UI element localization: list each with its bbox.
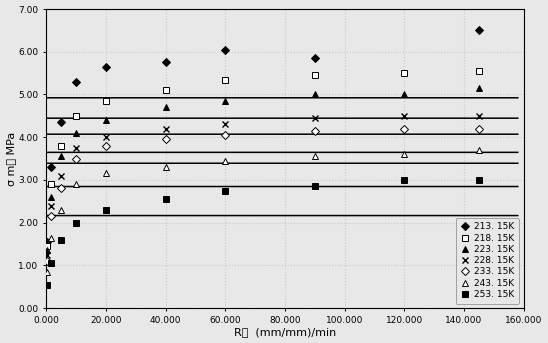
228. 15K — [311, 116, 318, 120]
213. 15K — [162, 60, 169, 64]
228. 15K — [222, 122, 229, 127]
218. 15K — [43, 244, 50, 248]
223. 15K — [476, 86, 482, 90]
243. 15K — [102, 172, 109, 176]
243. 15K — [43, 270, 50, 274]
233. 15K — [401, 127, 408, 131]
233. 15K — [311, 129, 318, 133]
228. 15K — [401, 114, 408, 118]
213. 15K — [73, 80, 79, 84]
223. 15K — [43, 248, 50, 252]
233. 15K — [162, 137, 169, 141]
228. 15K — [73, 146, 79, 150]
218. 15K — [476, 69, 482, 73]
253. 15K — [476, 178, 482, 182]
218. 15K — [401, 71, 408, 75]
253. 15K — [162, 197, 169, 201]
Line: 228. 15K: 228. 15K — [43, 113, 482, 258]
223. 15K — [73, 131, 79, 135]
233. 15K — [47, 214, 54, 218]
233. 15K — [73, 156, 79, 161]
213. 15K — [222, 48, 229, 52]
213. 15K — [43, 240, 50, 244]
223. 15K — [311, 92, 318, 96]
253. 15K — [47, 261, 54, 265]
228. 15K — [162, 127, 169, 131]
228. 15K — [43, 252, 50, 257]
253. 15K — [401, 178, 408, 182]
223. 15K — [222, 99, 229, 103]
218. 15K — [47, 182, 54, 186]
233. 15K — [476, 127, 482, 131]
228. 15K — [58, 174, 64, 178]
228. 15K — [476, 114, 482, 118]
233. 15K — [58, 186, 64, 190]
253. 15K — [73, 221, 79, 225]
213. 15K — [58, 120, 64, 124]
Line: 218. 15K: 218. 15K — [44, 68, 482, 249]
Line: 253. 15K: 253. 15K — [44, 177, 482, 287]
Line: 223. 15K: 223. 15K — [44, 85, 482, 253]
223. 15K — [47, 195, 54, 199]
253. 15K — [311, 184, 318, 188]
218. 15K — [162, 88, 169, 92]
243. 15K — [47, 236, 54, 240]
253. 15K — [58, 238, 64, 242]
243. 15K — [58, 208, 64, 212]
218. 15K — [311, 73, 318, 77]
Y-axis label: σ m， MPa: σ m， MPa — [5, 131, 15, 186]
228. 15K — [47, 203, 54, 208]
223. 15K — [58, 154, 64, 158]
X-axis label: R，  (mm/mm)/min: R， (mm/mm)/min — [234, 328, 336, 338]
213. 15K — [311, 56, 318, 60]
Legend: 213. 15K, 218. 15K, 223. 15K, 228. 15K, 233. 15K, 243. 15K, 253. 15K: 213. 15K, 218. 15K, 223. 15K, 228. 15K, … — [455, 218, 520, 304]
253. 15K — [43, 283, 50, 287]
243. 15K — [162, 165, 169, 169]
213. 15K — [476, 28, 482, 33]
233. 15K — [222, 133, 229, 137]
218. 15K — [102, 99, 109, 103]
218. 15K — [58, 144, 64, 148]
253. 15K — [222, 189, 229, 193]
218. 15K — [73, 114, 79, 118]
243. 15K — [73, 182, 79, 186]
223. 15K — [401, 92, 408, 96]
243. 15K — [311, 154, 318, 158]
Line: 243. 15K: 243. 15K — [44, 147, 482, 274]
243. 15K — [222, 158, 229, 163]
213. 15K — [47, 165, 54, 169]
Line: 233. 15K: 233. 15K — [44, 126, 482, 264]
223. 15K — [102, 118, 109, 122]
213. 15K — [102, 65, 109, 69]
243. 15K — [401, 152, 408, 156]
243. 15K — [476, 148, 482, 152]
228. 15K — [102, 135, 109, 139]
223. 15K — [162, 105, 169, 109]
218. 15K — [222, 78, 229, 82]
233. 15K — [102, 144, 109, 148]
Line: 213. 15K: 213. 15K — [44, 28, 482, 245]
253. 15K — [102, 208, 109, 212]
233. 15K — [43, 259, 50, 263]
